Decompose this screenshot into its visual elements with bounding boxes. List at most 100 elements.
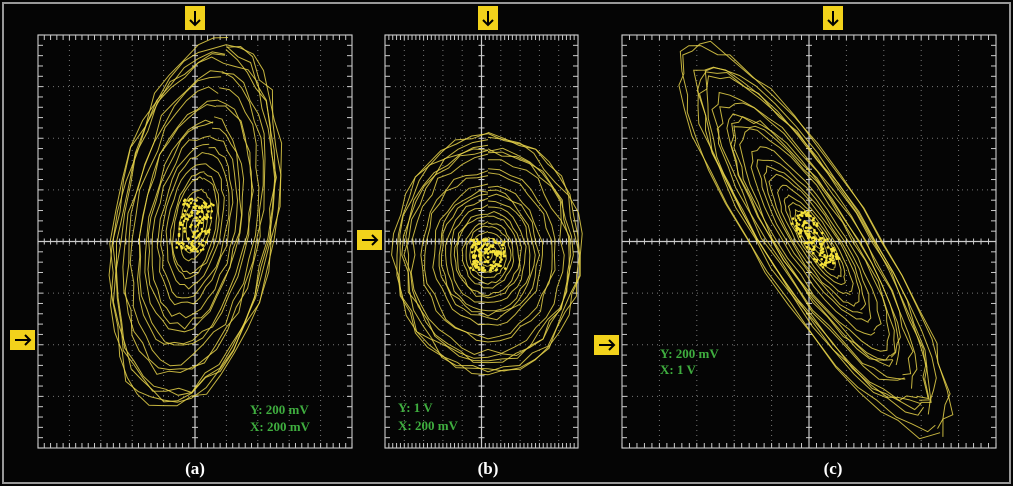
trace-dot [195, 205, 198, 208]
trace-dot [178, 243, 181, 246]
trace-dot [206, 231, 209, 234]
trace-dot [825, 262, 828, 265]
trace-dot [200, 221, 203, 224]
trace-dot [201, 228, 204, 231]
trace-dot [492, 238, 495, 241]
trace-dot [477, 240, 480, 243]
trace-dot [178, 228, 181, 231]
trace-dot [186, 204, 189, 207]
trace-dot [497, 264, 500, 267]
trace-dot [499, 256, 502, 259]
trace-dot [805, 213, 808, 216]
y-scale: Y: 200 mV [660, 346, 719, 361]
trace-dot [481, 268, 484, 271]
trace-dot [478, 253, 481, 256]
trace-dot [800, 214, 803, 217]
trace-dot [185, 248, 188, 251]
trace-dot [809, 241, 812, 244]
trace-dot [193, 203, 196, 206]
trace-dot [805, 232, 808, 235]
trace-dot [484, 269, 487, 272]
oscilloscope-figure: Y: 200 mVX: 200 mVY: 1 VX: 200 mVY: 200 … [0, 0, 1013, 486]
trace-dot [192, 240, 195, 243]
trace-dot [489, 251, 492, 254]
trace-dot [210, 217, 213, 220]
trace-dot [799, 219, 802, 222]
trace-dot [198, 207, 201, 210]
trace-dot [182, 243, 185, 246]
trace-dot [210, 210, 213, 213]
trace-dot [493, 265, 496, 268]
trace-dot [187, 199, 190, 202]
trace-dot [796, 214, 799, 217]
trace-dot [494, 253, 497, 256]
trace-dot [811, 237, 814, 240]
trace-dot [799, 228, 802, 231]
trace-dot [503, 240, 506, 243]
trace-dot [178, 233, 181, 236]
trace-dot [192, 235, 195, 238]
x-scale: X: 200 mV [250, 419, 311, 434]
trace-dot [503, 255, 506, 258]
trace-dot [479, 259, 482, 262]
y-scale: Y: 200 mV [250, 402, 309, 417]
trace-dot [193, 233, 196, 236]
trace-dot [191, 244, 194, 247]
trace-dot [198, 234, 201, 237]
trace-dot [807, 236, 810, 239]
trace-dot [202, 248, 205, 251]
trace-dot [795, 224, 798, 227]
trace-dot [487, 261, 490, 264]
trace-dot [822, 241, 825, 244]
trace-dot [473, 262, 476, 265]
x-scale: X: 1 V [660, 362, 696, 377]
trace-dot [487, 256, 490, 259]
trace-dot [184, 209, 187, 212]
trace-dot [473, 260, 476, 263]
trace-dot [815, 260, 818, 263]
trace-dot [813, 246, 816, 249]
trace-dot [813, 258, 816, 261]
trace-dot [808, 247, 811, 250]
trace-dot [806, 246, 809, 249]
trace-dot [504, 267, 507, 270]
trace-dot [198, 242, 201, 245]
trace-dot [800, 212, 803, 215]
trace-dot [183, 230, 186, 233]
trace-dot [486, 244, 489, 247]
trace-dot [204, 202, 207, 205]
trace-dot [175, 246, 178, 249]
trace-dot [183, 220, 186, 223]
trace-dot [479, 263, 482, 266]
trace-dot [813, 231, 816, 234]
trace-dot [813, 240, 816, 243]
trace-dot [471, 246, 474, 249]
trace-dot [491, 246, 494, 249]
trace-dot [183, 202, 186, 205]
trace-dot [200, 207, 203, 210]
trace-dot [796, 222, 799, 225]
trace-dot [831, 250, 834, 253]
trace-dot [488, 246, 491, 249]
panel-label: (c) [824, 459, 843, 478]
trace-dot [799, 232, 802, 235]
trace-dot [208, 205, 211, 208]
trace-dot [822, 250, 825, 253]
trace-dot [203, 230, 206, 233]
trace-dot [187, 237, 190, 240]
trace-dot [474, 242, 477, 245]
trace-dot [835, 253, 838, 256]
trace-dot [183, 227, 186, 230]
trace-dot [201, 218, 204, 221]
trace-dot [194, 207, 197, 210]
trace-dot [814, 237, 817, 240]
trace-dot [832, 259, 835, 262]
trace-dot [804, 210, 807, 213]
trace-dot [791, 222, 794, 225]
trace-dot [186, 246, 189, 249]
trace-dot [476, 238, 479, 241]
trace-dot [799, 235, 802, 238]
trace-dot [827, 246, 830, 249]
trace-dot [492, 260, 495, 263]
trace-dot [487, 252, 490, 255]
